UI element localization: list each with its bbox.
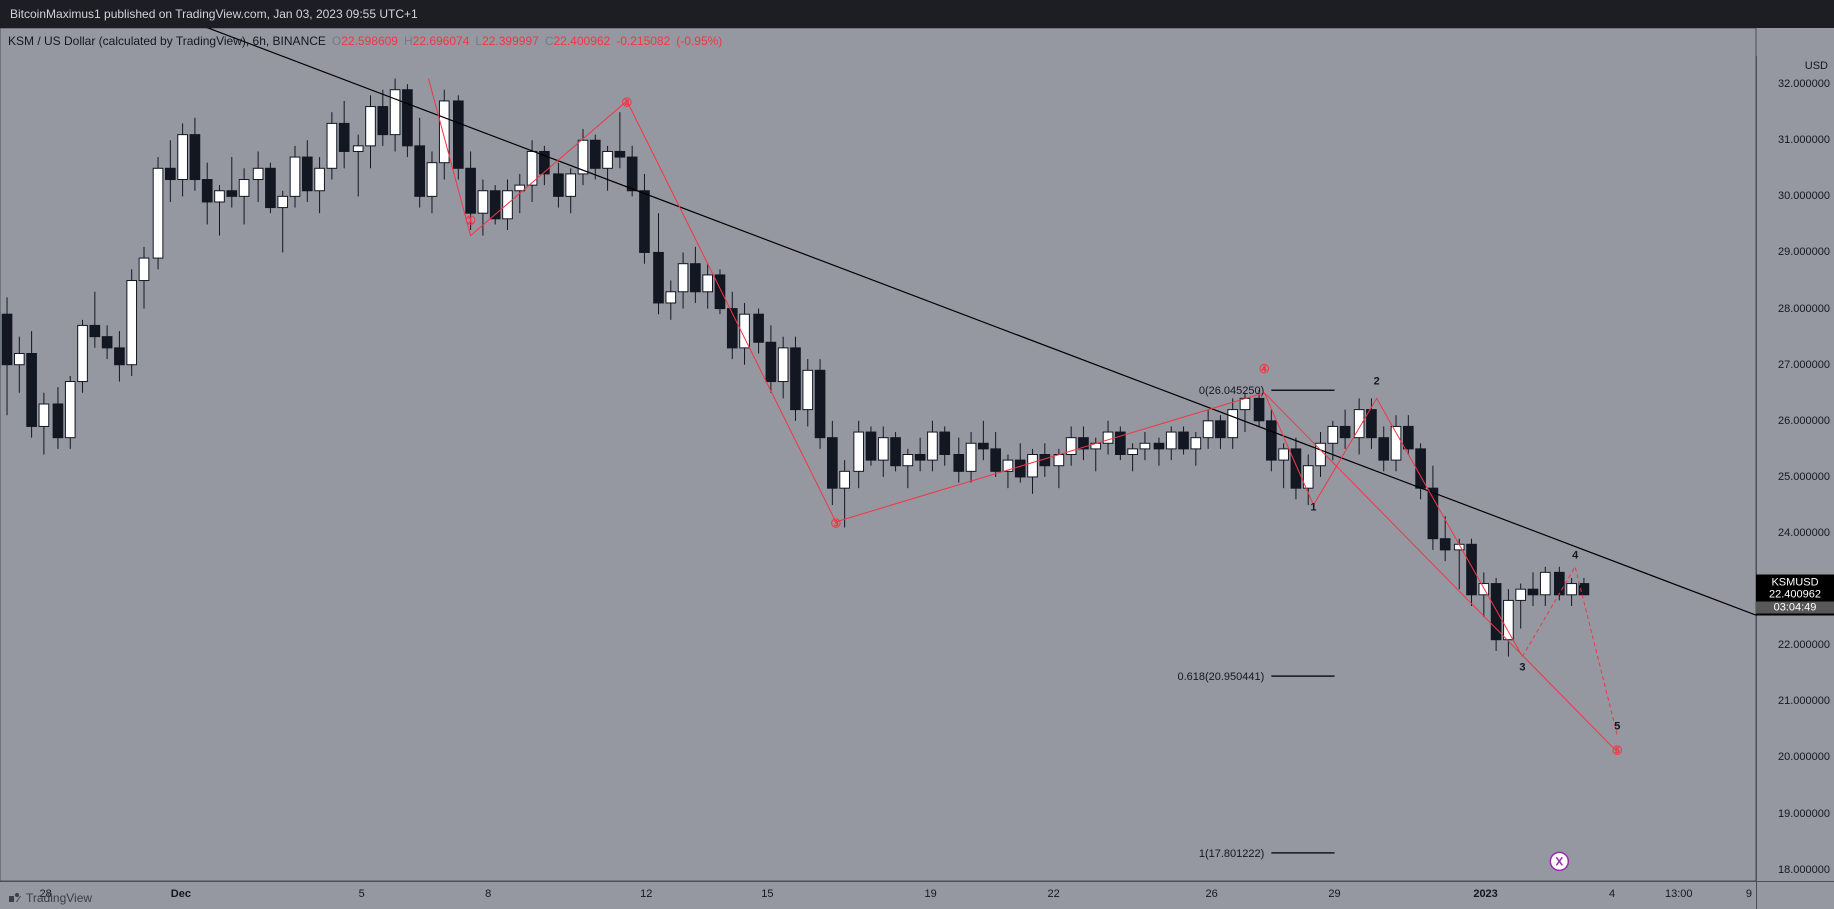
chart-svg[interactable]: ①②③④⑤123450(26.045250)0.618(20.950441)1(…: [0, 28, 1834, 909]
time-tick: 26: [1206, 888, 1218, 900]
ohlc-change-pct: (-0.95%): [676, 34, 722, 48]
time-tick: 5: [359, 888, 365, 900]
price-tick: 27.000000: [1778, 359, 1830, 371]
time-tick: Dec: [171, 888, 191, 900]
price-tick: 19.000000: [1778, 808, 1830, 820]
price-tick: 24.000000: [1778, 527, 1830, 539]
svg-text:④: ④: [1259, 362, 1270, 376]
marker-countdown: 03:04:49: [1756, 601, 1834, 613]
price-tick: 32.000000: [1778, 78, 1830, 90]
svg-text:0(26.045250): 0(26.045250): [1199, 385, 1264, 397]
ohlc-high: 22.696074: [413, 34, 470, 48]
marker-pair: KSMUSD: [1756, 576, 1834, 588]
time-tick: 22: [1047, 888, 1059, 900]
publish-header: BitcoinMaximus1 published on TradingView…: [0, 0, 1834, 28]
price-tick: 18.000000: [1778, 864, 1830, 876]
ohlc-change: -0.215082: [616, 34, 670, 48]
price-tick: 29.000000: [1778, 246, 1830, 258]
price-axis[interactable]: 32.000000 31.000000 30.000000 29.000000 28.0…: [1756, 56, 1834, 881]
price-axis-unit: USD: [1805, 60, 1828, 72]
time-tick: 13:00: [1665, 888, 1693, 900]
svg-text:③: ③: [830, 516, 841, 530]
svg-text:1(17.801222): 1(17.801222): [1199, 848, 1264, 860]
symbol-pair[interactable]: KSM / US Dollar (calculated by TradingVi…: [8, 34, 326, 48]
time-tick: 29: [1328, 888, 1340, 900]
price-tick: 31.000000: [1778, 134, 1830, 146]
svg-text:0.618(20.950441): 0.618(20.950441): [1177, 671, 1264, 683]
svg-text:⑤: ⑤: [1612, 744, 1623, 758]
tradingview-watermark: TradingView: [8, 891, 92, 905]
time-tick: 19: [925, 888, 937, 900]
time-tick: 2023: [1473, 888, 1497, 900]
svg-text:4: 4: [1572, 549, 1579, 561]
last-price-marker: KSMUSD 22.400962 03:04:49: [1756, 574, 1834, 615]
price-tick: 22.000000: [1778, 639, 1830, 651]
price-tick: 26.000000: [1778, 415, 1830, 427]
ohlc-close: 22.400962: [553, 34, 610, 48]
time-tick: 9: [1746, 888, 1752, 900]
svg-text:①: ①: [465, 213, 476, 227]
time-tick: 4: [1609, 888, 1615, 900]
price-tick: 30.000000: [1778, 190, 1830, 202]
time-tick: 12: [640, 888, 652, 900]
tradingview-logo-icon: [8, 891, 22, 905]
svg-text:2: 2: [1374, 375, 1380, 387]
price-tick: 20.000000: [1778, 751, 1830, 763]
chart-container[interactable]: ①②③④⑤123450(26.045250)0.618(20.950441)1(…: [0, 28, 1834, 909]
ohlc-open: 22.598609: [341, 34, 398, 48]
price-tick: 28.000000: [1778, 303, 1830, 315]
price-tick: 25.000000: [1778, 471, 1830, 483]
price-tick: 21.000000: [1778, 695, 1830, 707]
publish-text: BitcoinMaximus1 published on TradingView…: [10, 7, 418, 21]
svg-text:3: 3: [1519, 662, 1525, 674]
time-axis[interactable]: 28Dec581215192226292023413:009: [0, 881, 1756, 909]
svg-text:5: 5: [1614, 720, 1620, 732]
marker-price: 22.400962: [1756, 588, 1834, 600]
axis-corner: [1756, 881, 1834, 909]
time-tick: 8: [485, 888, 491, 900]
svg-text:1: 1: [1310, 502, 1316, 514]
time-tick: 15: [761, 888, 773, 900]
svg-text:②: ②: [622, 96, 633, 110]
ohlc-low: 22.399997: [482, 34, 539, 48]
symbol-info-bar: KSM / US Dollar (calculated by TradingVi…: [8, 34, 722, 48]
